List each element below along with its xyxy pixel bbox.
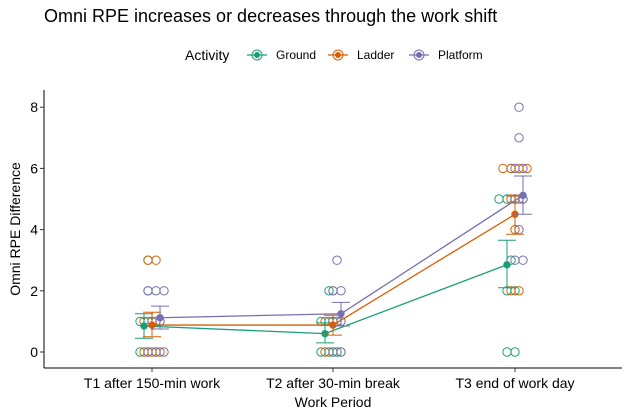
observation-point — [151, 255, 161, 265]
observation-point — [494, 194, 504, 204]
observation-point — [518, 255, 528, 265]
series-line — [152, 213, 516, 326]
observation-point — [332, 255, 342, 265]
mean-point — [156, 314, 164, 322]
plot-area: 0 2 4 6 8 T1 after 150-min work T2 after 30-mi… — [30, 90, 622, 391]
observation-point — [159, 347, 169, 357]
legend-key-dot — [416, 52, 422, 58]
y-axis-title: Omni RPE Difference — [7, 162, 23, 296]
observation-point — [143, 286, 153, 296]
mean-point — [140, 322, 148, 330]
legend-label: Platform — [438, 48, 483, 62]
y-tick-label: 6 — [30, 160, 38, 176]
observation-point — [336, 347, 346, 357]
x-axis-title: Work Period — [295, 394, 372, 410]
mean-point — [519, 191, 527, 200]
x-tick-label: T2 after 30-min break — [266, 375, 401, 391]
mean-point — [329, 321, 337, 329]
observation-point — [510, 347, 520, 357]
observation-point — [514, 102, 524, 112]
y-tick-label: 2 — [30, 283, 38, 299]
observation-point — [143, 255, 153, 265]
chart-title: Omni RPE increases or decreases through … — [44, 6, 497, 26]
legend-key-ring — [251, 49, 263, 61]
legend-label: Ground — [276, 48, 316, 62]
y-tick-label: 0 — [30, 344, 38, 360]
observation-point — [498, 163, 508, 174]
observation-point — [510, 286, 520, 296]
y-tick-label: 8 — [30, 99, 38, 115]
observation-point — [336, 286, 346, 296]
legend-label: Ladder — [357, 48, 394, 62]
mean-point — [337, 310, 345, 318]
observation-point — [324, 286, 334, 296]
legend-key-ring — [332, 49, 344, 61]
x-tick-label: T1 after 150-min work — [84, 375, 221, 391]
legend: Activity Ground Ladder Platform — [185, 47, 483, 63]
mean-point — [148, 321, 156, 329]
observation-point — [332, 347, 342, 357]
observation-point — [514, 133, 524, 143]
legend-key-ring — [413, 49, 425, 61]
mean-point — [321, 329, 329, 338]
observation-point — [155, 347, 165, 357]
y-tick-label: 4 — [30, 222, 38, 238]
series-line — [159, 194, 524, 319]
observation-point — [514, 286, 524, 296]
observation-point — [151, 286, 161, 296]
observation-point — [522, 163, 532, 174]
observation-point — [159, 286, 169, 296]
legend-key-dot — [254, 52, 260, 58]
legend-title: Activity — [185, 47, 229, 63]
legend-key-dot — [335, 52, 341, 58]
mean-point — [503, 261, 511, 269]
x-tick-label: T3 end of work day — [455, 375, 574, 391]
observation-point — [502, 347, 512, 357]
observation-point — [518, 163, 528, 174]
